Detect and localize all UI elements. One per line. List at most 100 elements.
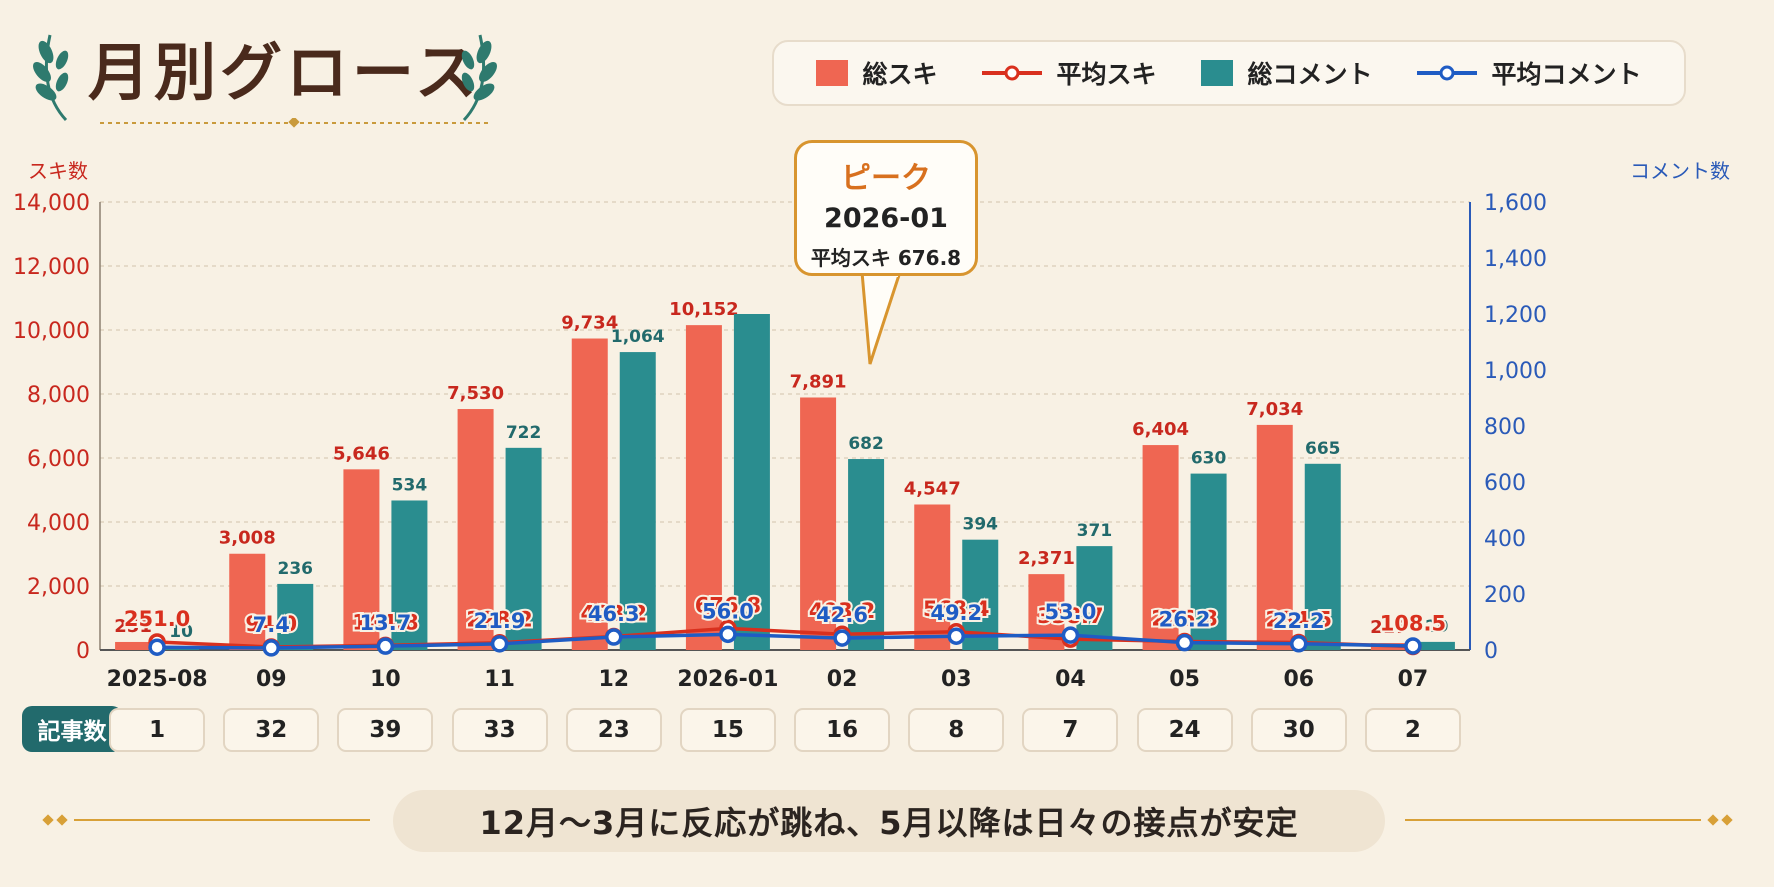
data-label-total-comments: 534	[392, 475, 428, 495]
point-avg-comments	[719, 625, 737, 644]
data-label-total-likes: 4,547	[904, 478, 961, 499]
data-label-total-likes: 7,530	[447, 383, 504, 404]
bar-total-likes	[229, 553, 266, 650]
point-avg-comments	[833, 629, 851, 647]
peak-callout: ピーク 2026-01 平均スキ 676.8	[794, 140, 978, 276]
footer-ornament-right	[1405, 814, 1733, 826]
point-avg-comments	[376, 637, 395, 655]
legend-swatch	[816, 60, 849, 86]
data-label-avg-likes: 338.7	[1037, 604, 1103, 628]
bar-total-comments	[848, 459, 885, 650]
article-count-cell: 7	[1022, 708, 1119, 752]
data-label-total-comments: 682	[848, 434, 884, 454]
left-tick-label: 10,000	[13, 319, 90, 344]
bar-total-comments	[619, 352, 656, 650]
data-label-avg-likes: 493.2	[809, 599, 875, 623]
legend-label: 平均スキ	[1056, 60, 1157, 89]
data-label-total-comments: 1,064	[611, 327, 665, 347]
point-avg-comments	[490, 635, 509, 653]
bar-total-comments	[1418, 641, 1455, 650]
x-tick-label: 11	[484, 667, 515, 692]
point-avg-comments	[1061, 626, 1080, 644]
point-avg-comments	[1290, 635, 1308, 653]
bar-total-likes	[800, 397, 837, 650]
left-axis-title: スキ数	[28, 159, 88, 183]
right-tick-label: 1,200	[1484, 303, 1547, 328]
article-count-cell: 32	[223, 708, 320, 752]
right-tick-label: 1,600	[1484, 191, 1547, 216]
x-tick-label: 2026-01	[677, 667, 778, 692]
legend-item-avg-likes: 平均スキ	[982, 55, 1157, 91]
data-label-avg-comments: 46.3	[588, 602, 640, 626]
bar-total-likes	[914, 504, 951, 650]
article-count-cell: 24	[1136, 708, 1233, 752]
data-label-total-likes: 10,152	[669, 299, 738, 320]
legend-label: 総スキ	[862, 60, 938, 89]
bar-total-comments	[1304, 463, 1341, 650]
legend-swatch	[1201, 60, 1234, 86]
data-label-avg-comments: 42.6	[816, 603, 868, 627]
left-tick-label: 8,000	[27, 383, 90, 408]
x-tick-label: 12	[598, 667, 629, 692]
legend-item-avg-comments: 平均コメント	[1417, 55, 1642, 91]
data-label-total-comments: 665	[1305, 439, 1341, 459]
right-tick-label: 1,000	[1484, 359, 1547, 384]
right-tick-label: 600	[1484, 471, 1526, 496]
data-label-total-likes: 6,404	[1132, 419, 1189, 440]
right-tick-label: 0	[1484, 639, 1498, 664]
laurel-left-icon	[33, 34, 69, 122]
x-tick-label: 03	[941, 667, 972, 692]
data-label-avg-comments: 26.2	[1159, 608, 1211, 632]
laurel-right-icon	[461, 34, 497, 122]
article-count-cell: 30	[1250, 708, 1347, 752]
bar-total-likes	[1142, 445, 1179, 650]
legend-swatch	[1417, 65, 1478, 81]
legend-label: 総コメント	[1247, 60, 1373, 89]
footer-summary: 12月〜3月に反応が跳ね、5月以降は日々の接点が安定	[393, 790, 1385, 852]
callout-pointer	[860, 272, 902, 365]
point-avg-comments	[148, 638, 166, 656]
legend-item-total-comments: 総コメント	[1201, 55, 1373, 91]
article-count-cell: 23	[565, 708, 662, 752]
data-label-avg-likes: 228.2	[466, 608, 532, 632]
data-label-total-comments: 630	[1191, 449, 1227, 469]
callout-month: 2026-01	[824, 203, 948, 234]
data-label-total-likes: 7,034	[1246, 399, 1303, 420]
article-count-cell: 15	[679, 708, 776, 752]
data-label-avg-likes: 251.0	[124, 607, 190, 631]
left-tick-label: 14,000	[13, 191, 90, 216]
data-label-avg-likes: 144.8	[352, 610, 418, 634]
data-label-total-likes: 7,891	[790, 371, 847, 392]
footer-ornament-left	[42, 814, 370, 826]
callout-value: 平均スキ 676.8	[810, 246, 962, 270]
data-label-avg-comments: 13.7	[360, 611, 412, 635]
data-label-avg-likes: 234.5	[1266, 607, 1332, 631]
right-tick-label: 800	[1484, 415, 1526, 440]
callout-heading: ピーク	[841, 161, 931, 196]
right-axis-title: コメント数	[1630, 159, 1730, 183]
data-label-avg-comments: 56.0	[702, 599, 754, 623]
legend-label: 平均コメント	[1491, 60, 1642, 89]
data-label-avg-comments: 22.2	[1273, 609, 1325, 633]
bar-total-comments	[1190, 473, 1227, 650]
data-label-total-likes: 3,008	[219, 528, 276, 549]
chart-legend: 総スキ 平均スキ 総コメント 平均コメント	[772, 40, 1686, 106]
x-tick-label: 05	[1169, 667, 1200, 692]
left-tick-label: 12,000	[13, 255, 90, 280]
bar-total-likes	[685, 325, 722, 650]
bar-total-likes	[457, 409, 494, 650]
bar-total-comments	[277, 583, 314, 650]
right-tick-label: 1,400	[1484, 247, 1547, 272]
data-label-avg-likes: 568.4	[923, 597, 989, 621]
bar-total-comments	[1076, 546, 1113, 650]
article-count-cell: 2	[1364, 708, 1461, 752]
point-avg-comments	[605, 628, 623, 646]
x-tick-label: 02	[827, 667, 858, 692]
data-label-avg-likes: 423.2	[581, 601, 647, 625]
right-tick-label: 400	[1484, 527, 1526, 552]
point-avg-comments	[1404, 637, 1422, 655]
bar-total-likes	[343, 469, 380, 650]
data-label-total-comments: 29	[1425, 617, 1449, 637]
data-label-total-comments: 371	[1077, 521, 1113, 541]
